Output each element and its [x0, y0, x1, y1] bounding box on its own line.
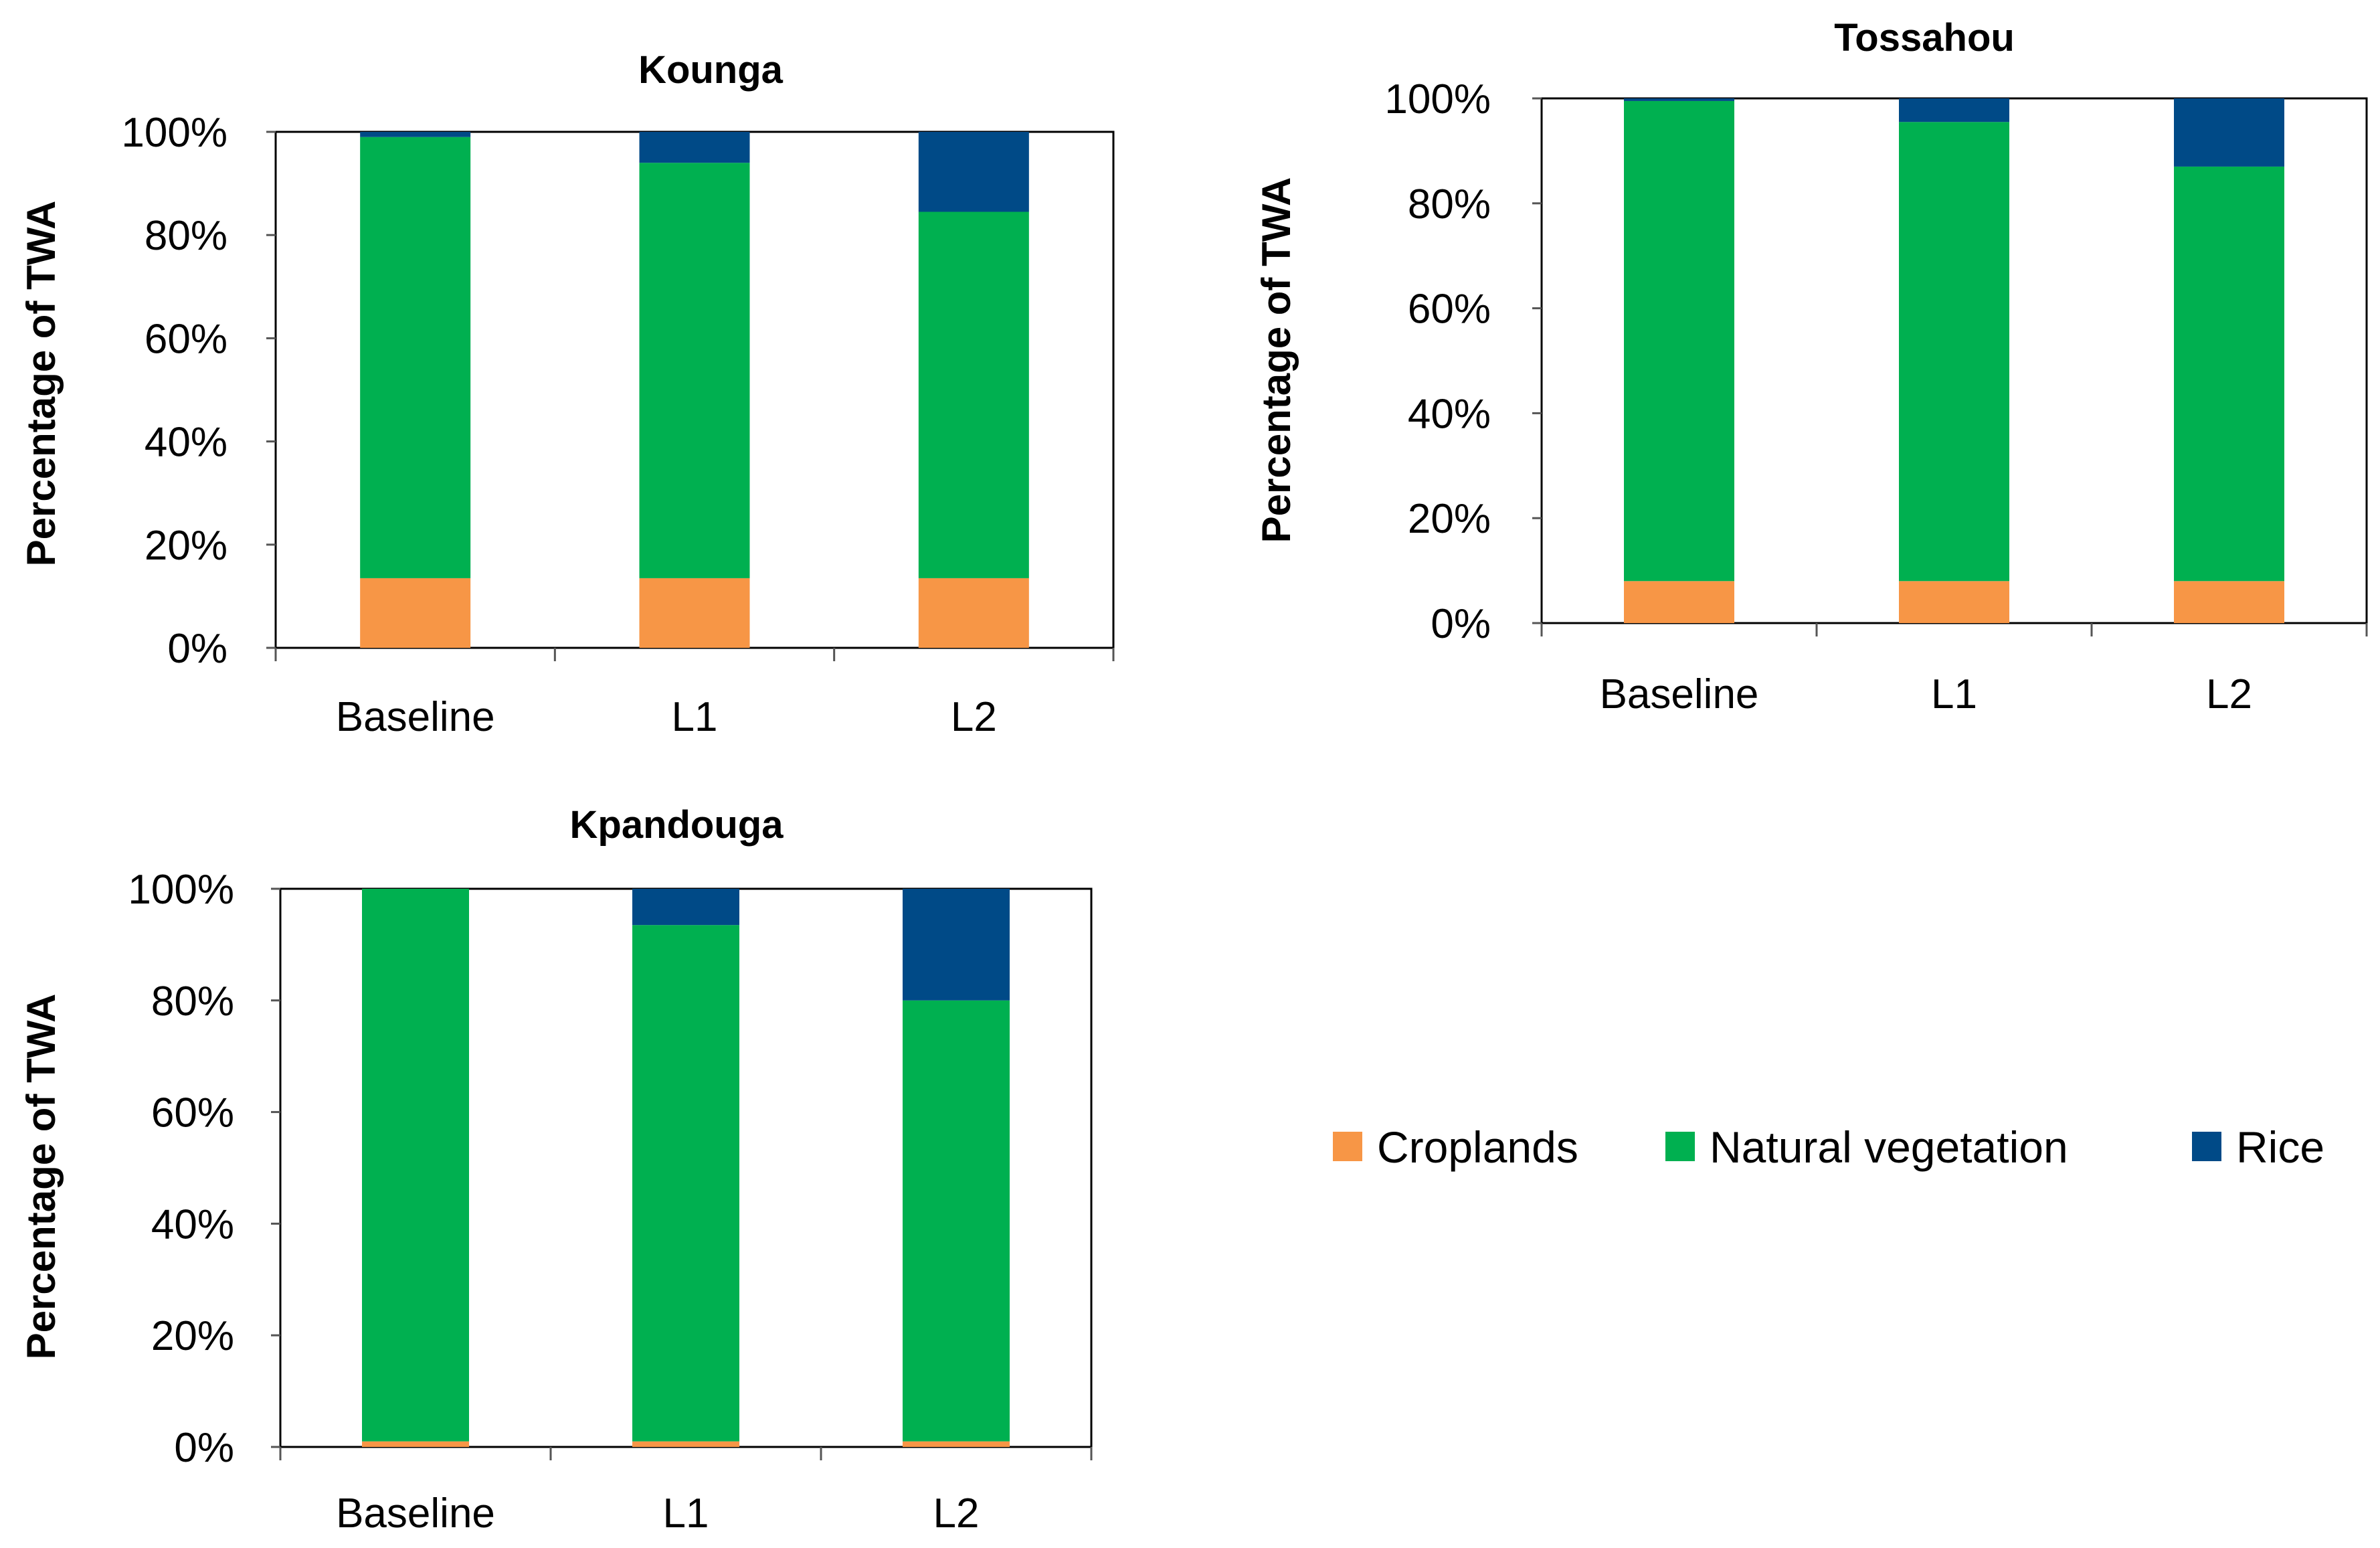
y-tick-label: 80% — [1408, 181, 1491, 228]
y-tick-label: 0% — [1431, 601, 1491, 647]
chart-title: Kounga — [638, 48, 784, 92]
bar-croplands — [1899, 581, 2009, 623]
y-tick-label: 100% — [1384, 76, 1491, 122]
bar-croplands — [362, 1441, 469, 1447]
chart-kpandouga: Kpandouga Percentage of TWA 0% 20% 40% 60% 8… — [19, 803, 1093, 1537]
y-tick-label: 20% — [1408, 496, 1491, 542]
y-tick-label: 40% — [151, 1201, 234, 1248]
y-tick-label: 60% — [151, 1090, 234, 1136]
x-categories: Baseline L1 L2 — [336, 1490, 979, 1537]
legend: Croplands Natural vegetation Rice — [1333, 1122, 2324, 1172]
y-ticks: 0% 20% 40% 60% 80% 100% — [121, 110, 1115, 672]
x-category-label: L1 — [1931, 671, 1977, 717]
x-category-label: L1 — [663, 1490, 709, 1537]
chart-tossahou: Tossahou Percentage of TWA 0% 20% 40% 60% 80… — [1254, 16, 2368, 717]
x-categories: Baseline L1 L2 — [336, 694, 997, 740]
x-category-label: L2 — [2206, 671, 2252, 717]
y-tick-label: 80% — [151, 978, 234, 1025]
legend-label: Croplands — [1377, 1122, 1578, 1172]
y-axis-label: Percentage of TWA — [19, 994, 64, 1360]
y-tick-label: 0% — [174, 1425, 234, 1471]
legend-label: Natural vegetation — [1710, 1122, 2068, 1172]
bar-rice — [1624, 98, 1734, 101]
bar-croplands — [360, 578, 471, 648]
bar-natural-vegetation — [632, 925, 739, 1442]
bar-croplands — [918, 578, 1029, 648]
y-tick-label: 100% — [128, 867, 234, 913]
bar-croplands — [903, 1441, 1010, 1447]
chart-kounga: Kounga Percentage of TWA 0% 20% 40% 60% 80% 1… — [19, 48, 1115, 740]
y-tick-label: 0% — [167, 626, 227, 672]
y-axis-label: Percentage of TWA — [1254, 177, 1299, 543]
x-category-label: L2 — [933, 1490, 980, 1537]
bars — [1624, 98, 2284, 623]
y-ticks: 0% 20% 40% 60% 80% 100% — [128, 867, 1093, 1471]
y-tick-label: 60% — [1408, 286, 1491, 333]
y-axis-label: Percentage of TWA — [19, 201, 64, 567]
bar-rice — [632, 889, 739, 926]
bar-rice — [903, 889, 1010, 1001]
x-category-label: L2 — [951, 694, 997, 740]
bar-natural-vegetation — [903, 1000, 1010, 1442]
bars — [362, 889, 1010, 1447]
bar-croplands — [632, 1441, 739, 1447]
bar-natural-vegetation — [2174, 166, 2284, 582]
y-tick-label: 40% — [1408, 391, 1491, 437]
y-tick-label: 80% — [145, 213, 227, 259]
bar-croplands — [1624, 581, 1734, 623]
bar-natural-vegetation — [639, 163, 750, 578]
x-category-label: L1 — [672, 694, 718, 740]
bar-natural-vegetation — [1624, 100, 1734, 582]
x-category-label: Baseline — [1600, 671, 1759, 717]
bar-natural-vegetation — [1899, 122, 2009, 582]
y-ticks: 0% 20% 40% 60% 80% 100% — [1384, 76, 2368, 647]
bar-natural-vegetation — [360, 137, 471, 578]
y-tick-label: 40% — [145, 420, 227, 466]
bar-rice — [2174, 98, 2284, 167]
legend-swatch — [1665, 1132, 1695, 1161]
x-categories: Baseline L1 L2 — [1600, 671, 2252, 717]
bar-rice — [360, 132, 471, 137]
bar-rice — [1899, 98, 2009, 122]
bars — [360, 132, 1029, 648]
x-category-label: Baseline — [336, 694, 495, 740]
legend-swatch — [1333, 1132, 1362, 1161]
legend-swatch — [2192, 1132, 2221, 1161]
chart-title: Tossahou — [1834, 16, 2015, 60]
bar-natural-vegetation — [918, 211, 1029, 578]
bar-croplands — [2174, 581, 2284, 623]
legend-label: Rice — [2236, 1122, 2324, 1172]
y-tick-label: 100% — [121, 110, 227, 156]
bar-croplands — [639, 578, 750, 648]
bar-natural-vegetation — [362, 889, 469, 1442]
y-tick-label: 20% — [145, 523, 227, 569]
chart-title: Kpandouga — [570, 803, 784, 847]
y-tick-label: 20% — [151, 1313, 234, 1359]
y-tick-label: 60% — [145, 316, 227, 362]
bar-rice — [918, 132, 1029, 212]
x-category-label: Baseline — [336, 1490, 495, 1537]
bar-rice — [639, 132, 750, 163]
